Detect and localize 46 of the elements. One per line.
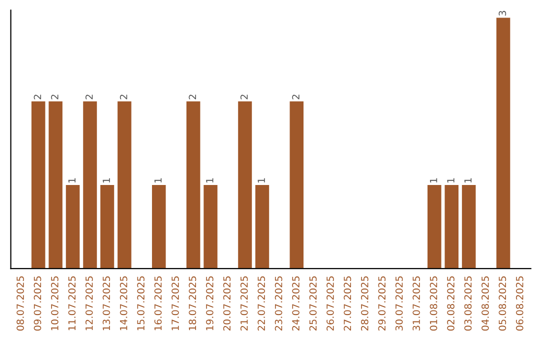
x-tick-label: 11.07.2025	[68, 276, 76, 330]
x-tick-label: 16.07.2025	[154, 276, 162, 330]
data-label: 2	[120, 94, 128, 100]
x-tick-label: 22.07.2025	[258, 276, 266, 330]
x-tick-label: 25.07.2025	[309, 276, 317, 330]
x-tick-label: 23.07.2025	[274, 276, 282, 330]
data-label: 1	[154, 178, 162, 183]
data-label: 2	[240, 94, 248, 100]
x-tick-label: 08.07.2025	[16, 276, 24, 331]
x-tick-label: 18.07.2025	[188, 276, 196, 330]
data-label: 2	[292, 94, 300, 100]
x-tick-label: 20.07.2025	[223, 276, 231, 330]
data-label: 1	[206, 178, 214, 183]
data-label: 1	[447, 178, 454, 183]
x-tick-label: 13.07.2025	[102, 276, 110, 330]
x-tick-label: 19.07.2025	[206, 276, 214, 330]
x-tick-label: 06.08.2025	[516, 276, 524, 331]
x-tick-label: 26.07.2025	[326, 276, 334, 330]
data-label: 2	[85, 94, 93, 100]
x-tick-label: 30.07.2025	[395, 276, 403, 330]
x-tick-label: 05.08.2025	[498, 276, 506, 331]
x-tick-label: 15.07.2025	[137, 276, 144, 330]
x-tick-label: 01.08.2025	[430, 276, 438, 331]
data-label: 3	[498, 10, 506, 16]
x-tick-label: 27.07.2025	[344, 276, 352, 330]
x-tick-label: 31.07.2025	[412, 276, 420, 330]
data-label: 1	[464, 178, 472, 183]
x-tick-label: 04.08.2025	[482, 276, 489, 331]
x-tick-label: 14.07.2025	[120, 276, 128, 330]
x-tick-label: 17.07.2025	[172, 276, 179, 330]
data-label: 1	[258, 178, 265, 183]
x-tick-label: 03.08.2025	[464, 276, 472, 331]
data-label: 1	[430, 178, 438, 183]
x-tick-label: 02.08.2025	[447, 276, 454, 331]
data-label: 2	[51, 94, 58, 100]
x-tick-label: 10.07.2025	[51, 276, 58, 330]
data-label: 2	[34, 94, 42, 100]
data-label: 1	[68, 178, 76, 183]
x-tick-label: 29.07.2025	[378, 276, 386, 330]
x-tick-label: 21.07.2025	[240, 276, 248, 330]
x-tick-label: 24.07.2025	[292, 276, 300, 330]
x-tick-label: 28.07.2025	[360, 276, 368, 330]
data-label: 2	[188, 94, 196, 100]
data-label: 1	[102, 178, 110, 183]
x-tick-label: 09.07.2025	[34, 276, 42, 331]
x-tick-label: 12.07.2025	[85, 276, 93, 330]
